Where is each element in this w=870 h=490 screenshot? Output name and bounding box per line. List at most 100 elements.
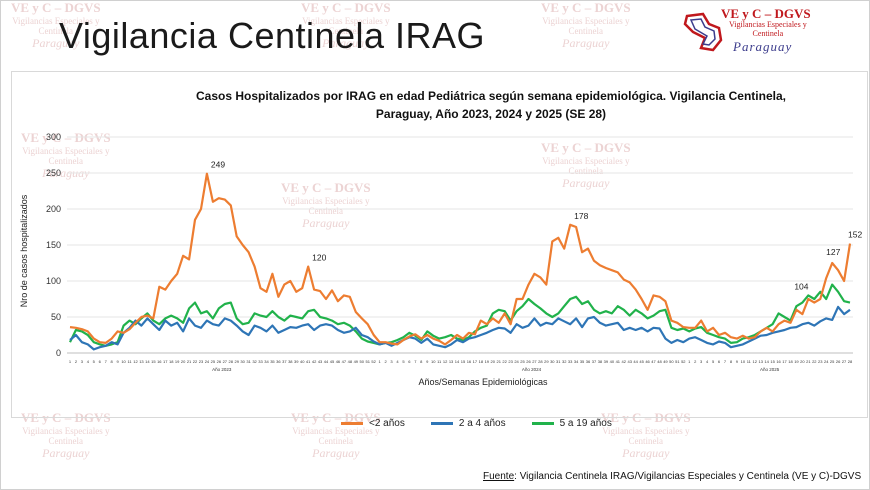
x-tick-label: 47 xyxy=(342,359,347,364)
chart-series xyxy=(69,172,852,351)
x-tick-label: 7 xyxy=(724,359,727,364)
x-tick-label: 7 xyxy=(414,359,417,364)
x-tick-label: 28 xyxy=(538,359,543,364)
watermark: VE y C – DGVS Vigilancias Especiales y C… xyxy=(281,180,371,230)
x-tick-label: 5 xyxy=(93,359,96,364)
x-tick-label: 43 xyxy=(318,359,323,364)
x-tick-label: 33 xyxy=(258,359,263,364)
legend-swatch xyxy=(341,422,363,425)
y-tick-label: 50 xyxy=(51,312,61,322)
legend-item[interactable]: <2 años xyxy=(341,418,405,429)
watermark-text: Centinela xyxy=(328,26,364,37)
map-of-paraguay-icon xyxy=(683,12,723,52)
x-tick-label: 51 xyxy=(365,359,370,364)
chart-legend: <2 años 2 a 4 años 5 a 19 años xyxy=(341,418,612,429)
x-tick-label: 12 xyxy=(133,359,138,364)
x-tick-label: 17 xyxy=(782,359,787,364)
x-tick-label: 26 xyxy=(217,359,222,364)
x-tick-label: 45 xyxy=(639,359,644,364)
x-tick-label: 14 xyxy=(455,359,460,364)
x-tick-label: 40 xyxy=(610,359,615,364)
logo-subtitle-line: Centinela xyxy=(752,28,784,38)
x-tick-label: 27 xyxy=(223,359,228,364)
x-tick-label: 32 xyxy=(562,359,567,364)
x-tick-label: 19 xyxy=(175,359,180,364)
watermark-text: Paraguay xyxy=(562,175,610,190)
x-tick-label: 15 xyxy=(461,359,466,364)
watermark-text: Centinela xyxy=(308,206,344,217)
y-tick-label: 250 xyxy=(46,168,61,178)
x-tick-label: 41 xyxy=(306,359,311,364)
data-label: 104 xyxy=(794,281,808,291)
x-tick-label: 11 xyxy=(437,359,442,364)
watermark-text: Paraguay xyxy=(562,35,610,50)
legend-label: 2 a 4 años xyxy=(458,418,506,429)
legend-label: 5 a 19 años xyxy=(559,418,612,429)
x-tick-label: 52 xyxy=(371,359,376,364)
x-tick-label: 31 xyxy=(246,359,251,364)
chart-title-line: Casos Hospitalizados por IRAG en edad Pe… xyxy=(196,89,786,103)
x-tick-label: 16 xyxy=(467,359,472,364)
x-tick-label: 44 xyxy=(324,359,329,364)
x-tick-label: 8 xyxy=(111,359,114,364)
x-tick-label: 26 xyxy=(526,359,531,364)
x-tick-label: 22 xyxy=(193,359,198,364)
x-tick-label: 34 xyxy=(574,359,579,364)
x-tick-label: 9 xyxy=(426,359,429,364)
x-tick-label: 16 xyxy=(157,359,162,364)
x-tick-label: 33 xyxy=(568,359,573,364)
x-tick-label: 15 xyxy=(151,359,156,364)
legend-item[interactable]: 5 a 19 años xyxy=(531,418,612,429)
x-tick-label: 1 xyxy=(378,359,381,364)
x-tick-label: 38 xyxy=(288,359,293,364)
x-tick-label: 9 xyxy=(116,359,119,364)
x-tick-label: 11 xyxy=(747,359,752,364)
x-tick-label: 49 xyxy=(663,359,668,364)
watermark-text: Paraguay xyxy=(312,445,360,460)
x-tick-label: 6 xyxy=(718,359,721,364)
x-tick-label: 23 xyxy=(508,359,513,364)
x-tick-label: 32 xyxy=(252,359,257,364)
watermark-text: VE y C – DGVS xyxy=(281,180,371,195)
x-tick-label: 29 xyxy=(234,359,239,364)
y-tick-label: 0 xyxy=(56,348,61,358)
watermark-text: Centinela xyxy=(568,166,604,177)
x-tick-label: 6 xyxy=(99,359,102,364)
watermark-text: VE y C – DGVS xyxy=(301,0,391,15)
x-tick-label: 49 xyxy=(354,359,359,364)
x-tick-label: 28 xyxy=(848,359,853,364)
legend-label: <2 años xyxy=(369,418,405,429)
data-label: 152 xyxy=(848,230,862,240)
year-label: Año 2024 xyxy=(522,367,542,372)
watermark-text: Paraguay xyxy=(42,445,90,460)
x-tick-label: 24 xyxy=(824,359,829,364)
x-tick-label: 13 xyxy=(449,359,454,364)
y-tick-label: 300 xyxy=(46,132,61,142)
x-tick-label: 23 xyxy=(199,359,204,364)
x-tick-label: 6 xyxy=(408,359,411,364)
y-tick-label: 200 xyxy=(46,204,61,214)
x-tick-label: 50 xyxy=(669,359,674,364)
x-tick-label: 3 xyxy=(700,359,703,364)
watermark-text: Centinela xyxy=(568,26,604,37)
slide-title: Vigilancia Centinela IRAG xyxy=(59,15,486,56)
x-tick-label: 41 xyxy=(616,359,621,364)
legend-item[interactable]: 2 a 4 años xyxy=(430,418,506,429)
watermark-text: Centinela xyxy=(318,436,354,447)
watermark-text: Vigilancias Especiales y xyxy=(22,145,110,156)
x-tick-label: 25 xyxy=(830,359,835,364)
legend-swatch xyxy=(531,422,554,425)
x-tick-label: 48 xyxy=(348,359,353,364)
x-tick-label: 12 xyxy=(443,359,448,364)
x-tick-label: 42 xyxy=(312,359,317,364)
logo-subtitle: Vigilancias Especiales y Centinela xyxy=(729,20,807,39)
x-tick-label: 52 xyxy=(681,359,686,364)
year-labels: Año 2023 Año 2024 Año 2025 xyxy=(212,367,780,372)
x-tick-label: 21 xyxy=(496,359,501,364)
x-tick-label: 45 xyxy=(330,359,335,364)
series-line xyxy=(69,305,851,351)
x-tick-label: 8 xyxy=(420,359,423,364)
x-tick-label: 14 xyxy=(764,359,769,364)
watermark-text: Paraguay xyxy=(42,165,90,180)
